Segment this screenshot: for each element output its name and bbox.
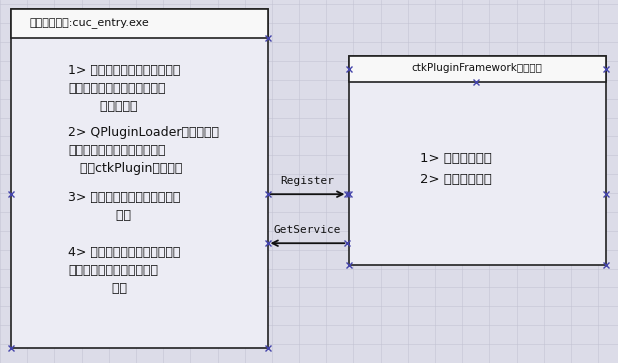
Text: 2> QPluginLoader加载用于插
件注册的插件，将所有插件注
   册到ctkPlugin系统中；: 2> QPluginLoader加载用于插 件注册的插件，将所有插件注 册到ct… [68, 126, 219, 175]
Text: 1> 接收插件注册
2> 提供插件服务: 1> 接收插件注册 2> 提供插件服务 [420, 152, 492, 186]
Text: 3> 运行主逻辑插件，程序开始
            运行: 3> 运行主逻辑插件，程序开始 运行 [68, 191, 180, 223]
Bar [349, 56, 606, 265]
Bar [349, 56, 606, 82]
Text: ctkPluginFramework插件系统: ctkPluginFramework插件系统 [412, 63, 543, 73]
Text: 4> 主逻辑插件调用其它界面插
件或功能插件，完成其它功
           能。: 4> 主逻辑插件调用其它界面插 件或功能插件，完成其它功 能。 [68, 246, 180, 295]
Text: 1> 读配置文件，获取主逻辑插
件名称；获取用于插件注册的
        插件名称；: 1> 读配置文件，获取主逻辑插 件名称；获取用于插件注册的 插件名称； [68, 65, 180, 113]
Text: GetService: GetService [273, 225, 341, 235]
Bar [11, 9, 268, 348]
Text: 项目启动程序:cuc_entry.exe: 项目启动程序:cuc_entry.exe [30, 18, 150, 29]
Bar [11, 9, 268, 38]
Text: Register: Register [280, 176, 334, 186]
